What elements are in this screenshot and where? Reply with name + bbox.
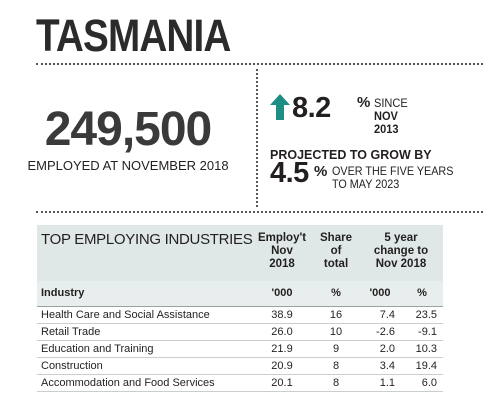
table-row: Retail Trade 26.0 10 -2.6 -9.1	[37, 323, 443, 341]
projection-text: OVER THE FIVE YEARS TO MAY 2023	[332, 165, 453, 191]
projection-text-line2: TO MAY 2023	[332, 177, 400, 191]
cell-change-abs: -2.6	[359, 323, 401, 341]
table-row: Health Care and Social Assistance 38.9 1…	[37, 306, 443, 324]
table-row: Construction 20.9 8 3.4 19.4	[37, 357, 443, 375]
cell-share: 8	[313, 374, 359, 392]
table-header-row: TOP EMPLOYING INDUSTRIES Employ't Nov 20…	[37, 225, 443, 281]
cell-employ: 38.9	[251, 306, 313, 324]
page-title: TASMANIA	[36, 10, 231, 61]
industries-table: TOP EMPLOYING INDUSTRIES Employ't Nov 20…	[37, 225, 443, 392]
projection-label: PROJECTED TO GROW BY	[270, 148, 432, 162]
cell-change-abs: 2.0	[359, 340, 401, 358]
growth-unit: %	[357, 94, 371, 111]
cell-industry: Construction	[37, 357, 251, 375]
header-employ: Employ't Nov 2018	[251, 225, 313, 281]
unit-industry: Industry	[37, 281, 251, 307]
cell-change-abs: 3.4	[359, 357, 401, 375]
divider-top	[36, 63, 483, 65]
header-share-line2: of	[330, 245, 342, 257]
header-share: Share of total	[313, 225, 359, 281]
cell-industry: Accommodation and Food Services	[37, 374, 251, 392]
header-employ-line2: Nov	[271, 245, 293, 257]
cell-change-abs: 7.4	[359, 306, 401, 324]
header-change: 5 year change to Nov 2018	[359, 225, 443, 281]
employed-count: 249,500	[44, 103, 213, 156]
cell-employ: 21.9	[251, 340, 313, 358]
cell-share: 8	[313, 357, 359, 375]
cell-change-pct: 10.3	[401, 340, 443, 358]
unit-change-pct: %	[401, 281, 443, 307]
cell-change-pct: 23.5	[401, 306, 443, 324]
unit-change-abs: '000	[359, 281, 401, 307]
growth-since-line1: SINCE	[374, 96, 408, 110]
projection-text-line1: OVER THE FIVE YEARS	[332, 164, 454, 178]
header-share-line3: total	[323, 258, 349, 270]
header-change-line3: Nov 2018	[375, 258, 427, 270]
cell-industry: Education and Training	[37, 340, 251, 358]
cell-share: 10	[313, 323, 359, 341]
cell-employ: 26.0	[251, 323, 313, 341]
table-title: TOP EMPLOYING INDUSTRIES	[37, 225, 253, 281]
unit-employ: '000	[251, 281, 313, 307]
cell-employ: 20.9	[251, 357, 313, 375]
growth-since-line2: NOV 2013	[374, 109, 399, 136]
divider-vertical	[256, 69, 258, 207]
table-units-row: Industry '000 % '000 %	[37, 281, 443, 307]
table-row: Accommodation and Food Services 20.1 8 1…	[37, 374, 443, 392]
header-employ-line1: Employ't	[257, 232, 307, 244]
employed-label: EMPLOYED AT NOVEMBER 2018	[27, 158, 229, 173]
cell-change-pct: 6.0	[401, 374, 443, 392]
industries-table-wrap: TOP EMPLOYING INDUSTRIES Employ't Nov 20…	[37, 225, 443, 392]
cell-share: 9	[313, 340, 359, 358]
header-change-line1: 5 year	[384, 232, 418, 244]
divider-bottom	[36, 211, 483, 213]
growth-value: 8.2	[292, 92, 331, 124]
header-share-line1: Share	[320, 232, 352, 244]
table-row: Education and Training 21.9 9 2.0 10.3	[37, 340, 443, 358]
projection-unit: %	[314, 163, 328, 180]
arrow-up-icon	[270, 94, 290, 120]
unit-share: %	[313, 281, 359, 307]
growth-since: SINCE NOV 2013	[374, 97, 408, 136]
cell-change-abs: 1.1	[359, 374, 401, 392]
cell-change-pct: 19.4	[401, 357, 443, 375]
cell-share: 16	[313, 306, 359, 324]
cell-change-pct: -9.1	[401, 323, 443, 341]
cell-industry: Retail Trade	[37, 323, 251, 341]
header-employ-line3: 2018	[269, 258, 295, 270]
projection-value: 4.5	[270, 157, 309, 189]
cell-industry: Health Care and Social Assistance	[37, 306, 251, 324]
header-change-line2: change to	[373, 245, 429, 257]
cell-employ: 20.1	[251, 374, 313, 392]
